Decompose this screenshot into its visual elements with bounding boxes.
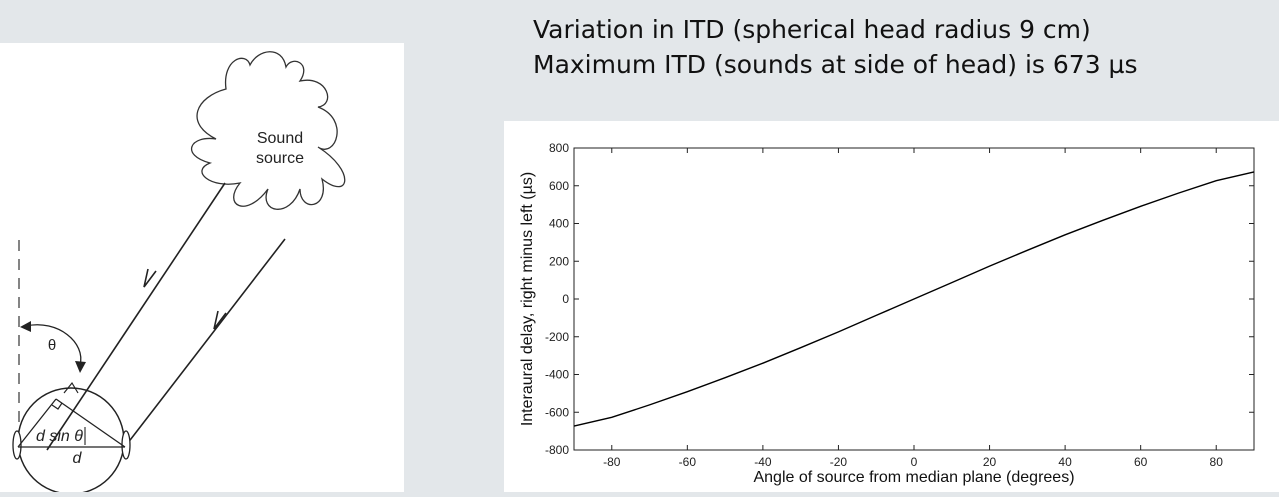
sound-source-label-line1: Sound: [257, 130, 303, 147]
y-tick-label: -600: [545, 405, 569, 419]
theta-arc-arrow-start: [20, 321, 31, 332]
theta-arc: [25, 324, 82, 366]
y-tick-label: 200: [549, 254, 569, 268]
itd-geometry-diagram: Sound source θ d sin θ d: [12, 51, 346, 495]
d-label: d: [73, 450, 83, 467]
right-angle-marker: [51, 402, 63, 410]
y-tick-group: -800 -600 -400 -200 0 200 400 600 800: [545, 141, 1254, 457]
incidence-angle-marker: [63, 381, 79, 394]
ray-arrow-right: [213, 310, 227, 330]
ray-arrow-left: [143, 268, 157, 288]
x-tick-label: -60: [679, 455, 697, 469]
y-tick-label: 400: [549, 217, 569, 231]
sound-ray-left: [46, 182, 226, 451]
perpendicular-line: [55, 398, 126, 448]
x-tick-group: -80 -60 -40 -20 0 20 40 60 80: [603, 148, 1223, 469]
diagram-panel: Sound source θ d sin θ d: [0, 43, 404, 495]
header-line-1: Variation in ITD (spherical head radius …: [533, 15, 1091, 44]
itd-chart: -80 -60 -40 -20 0 20 40 60 80 -800-600-400-20002…: [519, 141, 1255, 486]
sound-source-cloud: [190, 51, 346, 210]
x-tick-label: 60: [1134, 455, 1148, 469]
x-axis-label: Angle of source from median plane (degre…: [753, 469, 1074, 486]
d-sin-theta-label: d sin θ: [36, 428, 83, 445]
x-tick-label: 40: [1058, 455, 1072, 469]
x-tick-label: -80: [603, 455, 621, 469]
y-tick-label: -800: [545, 443, 569, 457]
chart-panel: -80 -60 -40 -20 0 20 40 60 80 -800 -600 -400 -200 0 2…: [504, 121, 1279, 492]
y-tick-label: 0: [562, 292, 569, 306]
header-line-2: Maximum ITD (sounds at side of head) is …: [533, 50, 1138, 79]
path-difference-line: [17, 398, 57, 448]
left-ear: [12, 430, 22, 460]
x-tick-label: 0: [911, 455, 918, 469]
y-axis-label: Interaural delay, right minus left (µs): [519, 172, 536, 426]
x-tick-label: 80: [1210, 455, 1224, 469]
theta-label: θ: [48, 337, 56, 354]
sound-source-label-line2: source: [256, 150, 304, 167]
slide-header: Variation in ITD (spherical head radius …: [533, 12, 1137, 82]
y-tick-label: -200: [545, 330, 569, 344]
x-tick-label: -40: [754, 455, 772, 469]
y-tick-label: 800: [549, 141, 569, 155]
sound-ray-right: [123, 238, 286, 449]
itd-curve: [573, 171, 1255, 427]
y-tick-label: -400: [545, 368, 569, 382]
theta-arc-arrow-end: [75, 361, 86, 373]
y-tick-label: 600: [549, 179, 569, 193]
x-tick-label: 20: [983, 455, 997, 469]
x-tick-label: -20: [830, 455, 848, 469]
